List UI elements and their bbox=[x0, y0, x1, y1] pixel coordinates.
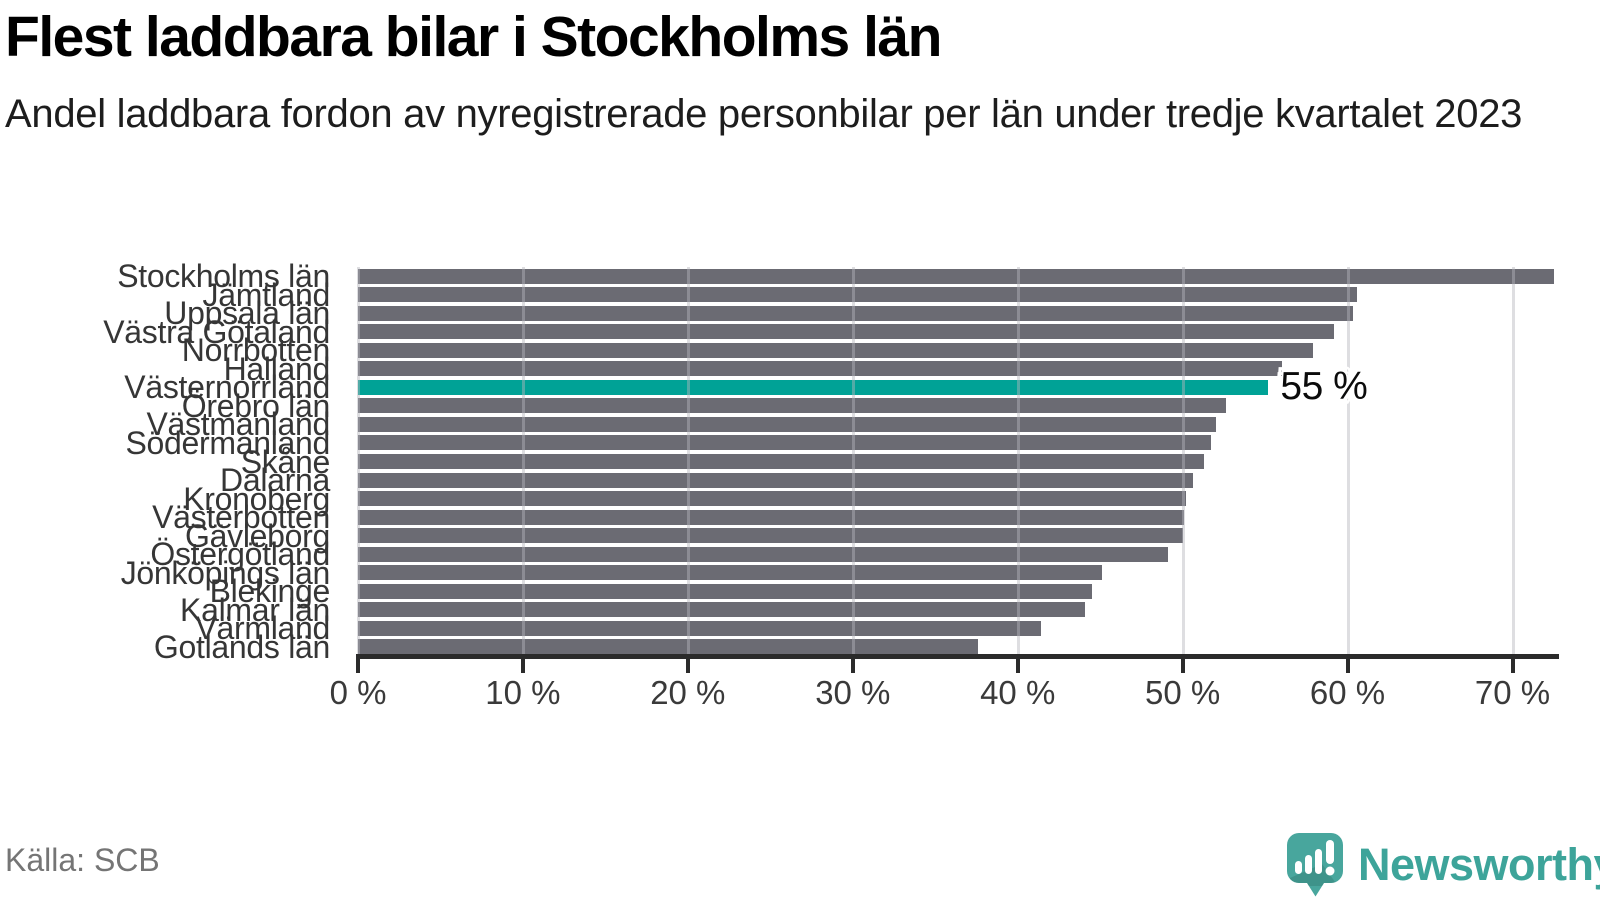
bar-row bbox=[358, 620, 1041, 636]
y-axis-labels: Stockholms län Jämtland Uppsala län Västra … bbox=[0, 0, 330, 900]
x-axis-tick bbox=[356, 654, 360, 673]
x-axis-tick bbox=[850, 654, 855, 673]
y-axis-label: Östergötland bbox=[150, 536, 330, 573]
bar bbox=[358, 546, 1168, 562]
bar-row bbox=[358, 639, 979, 655]
newsworthy-speech-bubble-icon bbox=[1287, 833, 1343, 897]
bar-row bbox=[358, 435, 1211, 451]
y-axis-label: Norrbotten bbox=[181, 332, 331, 369]
gridline bbox=[686, 267, 690, 656]
y-axis-label: Halland bbox=[223, 350, 331, 387]
gridline bbox=[521, 267, 525, 656]
gridline bbox=[1346, 267, 1350, 656]
bar bbox=[358, 472, 1193, 488]
bar bbox=[358, 491, 1186, 507]
x-axis-tick-label: 40 % bbox=[980, 674, 1056, 711]
bar-row bbox=[358, 528, 1183, 544]
bar-row bbox=[358, 379, 1269, 395]
bar-row bbox=[358, 472, 1193, 488]
gridline bbox=[1511, 267, 1515, 656]
bar-row bbox=[358, 398, 1226, 414]
source-note: Källa: SCB bbox=[5, 842, 160, 878]
y-axis-label: Jämtland bbox=[202, 276, 331, 313]
highlight-value-label: 55 % bbox=[1280, 365, 1368, 409]
bar bbox=[358, 565, 1102, 581]
bar bbox=[358, 287, 1358, 303]
bar bbox=[358, 528, 1183, 544]
y-axis-label: Skåne bbox=[240, 443, 331, 480]
bar-highlighted bbox=[358, 379, 1269, 395]
y-axis-label: Västernorrland bbox=[124, 369, 330, 406]
bar-row bbox=[358, 454, 1205, 469]
x-axis-tick-label: 10 % bbox=[485, 674, 561, 711]
y-axis-label: Västra Götaland bbox=[103, 313, 330, 350]
newsworthy-logo: Newsworthy bbox=[1286, 832, 1600, 898]
bar-row bbox=[358, 546, 1168, 562]
bar bbox=[358, 454, 1205, 469]
plot-area bbox=[357, 267, 1557, 656]
x-axis-tick bbox=[1180, 654, 1185, 673]
y-axis-label: Gävleborg bbox=[185, 517, 330, 554]
bar-row bbox=[358, 509, 1185, 525]
bar-row bbox=[358, 287, 1358, 303]
bar bbox=[358, 398, 1226, 414]
bar bbox=[358, 324, 1335, 340]
gridline bbox=[1181, 267, 1185, 656]
bar bbox=[358, 583, 1092, 599]
chart-title: Flest laddbara bilar i Stockholms län bbox=[5, 5, 942, 69]
bar bbox=[358, 435, 1211, 451]
y-axis-label: Värmland bbox=[195, 610, 330, 647]
x-axis-tick bbox=[1015, 654, 1020, 673]
bar bbox=[358, 639, 979, 655]
newsworthy-wordmark: Newsworthy bbox=[1358, 839, 1600, 890]
x-axis-tick bbox=[685, 654, 690, 673]
bar-row bbox=[358, 491, 1186, 507]
x-axis-tick-label: 20 % bbox=[650, 674, 726, 711]
bar bbox=[358, 416, 1216, 432]
gridline bbox=[357, 267, 360, 656]
x-axis-tick bbox=[1510, 654, 1515, 673]
y-axis-label: Västmanland bbox=[146, 406, 331, 443]
bar bbox=[358, 620, 1041, 636]
bar-row bbox=[358, 342, 1313, 358]
x-axis-line bbox=[356, 654, 1559, 659]
y-axis-label: Jönköpings län bbox=[120, 554, 331, 591]
y-axis-label: Kalmar län bbox=[180, 591, 330, 628]
x-axis-tick-label: 60 % bbox=[1309, 674, 1386, 711]
x-axis-tick-label: 30 % bbox=[815, 674, 891, 711]
bar bbox=[358, 305, 1353, 321]
bar-row bbox=[358, 305, 1353, 321]
y-axis-label: Örebro län bbox=[181, 387, 331, 424]
y-axis-label: Södermanland bbox=[125, 424, 330, 461]
bar bbox=[358, 342, 1313, 358]
y-axis-label: Blekinge bbox=[209, 573, 331, 610]
y-axis-label: Kronoberg bbox=[183, 480, 330, 517]
bar-row bbox=[358, 268, 1554, 284]
x-axis-tick bbox=[520, 654, 525, 673]
bar-row bbox=[358, 361, 1282, 377]
y-axis-label: Stockholms län bbox=[117, 258, 330, 295]
bar bbox=[358, 602, 1086, 618]
bar-row bbox=[358, 324, 1335, 340]
bar-row bbox=[358, 583, 1092, 599]
bar bbox=[358, 268, 1554, 284]
gridline bbox=[851, 267, 855, 656]
gridline bbox=[1016, 267, 1020, 656]
y-axis-label: Västerbotten bbox=[152, 499, 330, 536]
y-axis-label: Dalarna bbox=[220, 462, 330, 499]
y-axis-label: Uppsala län bbox=[164, 295, 330, 332]
bar-row bbox=[358, 416, 1216, 432]
bar bbox=[358, 509, 1185, 525]
x-axis-tick-label: 50 % bbox=[1144, 674, 1221, 711]
chart-subtitle: Andel laddbara fordon av nyregistrerade … bbox=[5, 92, 1523, 136]
x-axis-tick-label: 0 % bbox=[329, 674, 387, 711]
y-axis-label: Gotlands län bbox=[153, 628, 330, 665]
x-axis-tick bbox=[1345, 654, 1350, 673]
chart-header: Flest laddbara bilar i Stockholms län An… bbox=[5, 4, 1561, 142]
bar-row bbox=[358, 565, 1102, 581]
x-axis-tick-label: 70 % bbox=[1474, 674, 1551, 711]
bar bbox=[358, 361, 1282, 377]
bar-row bbox=[358, 602, 1086, 618]
